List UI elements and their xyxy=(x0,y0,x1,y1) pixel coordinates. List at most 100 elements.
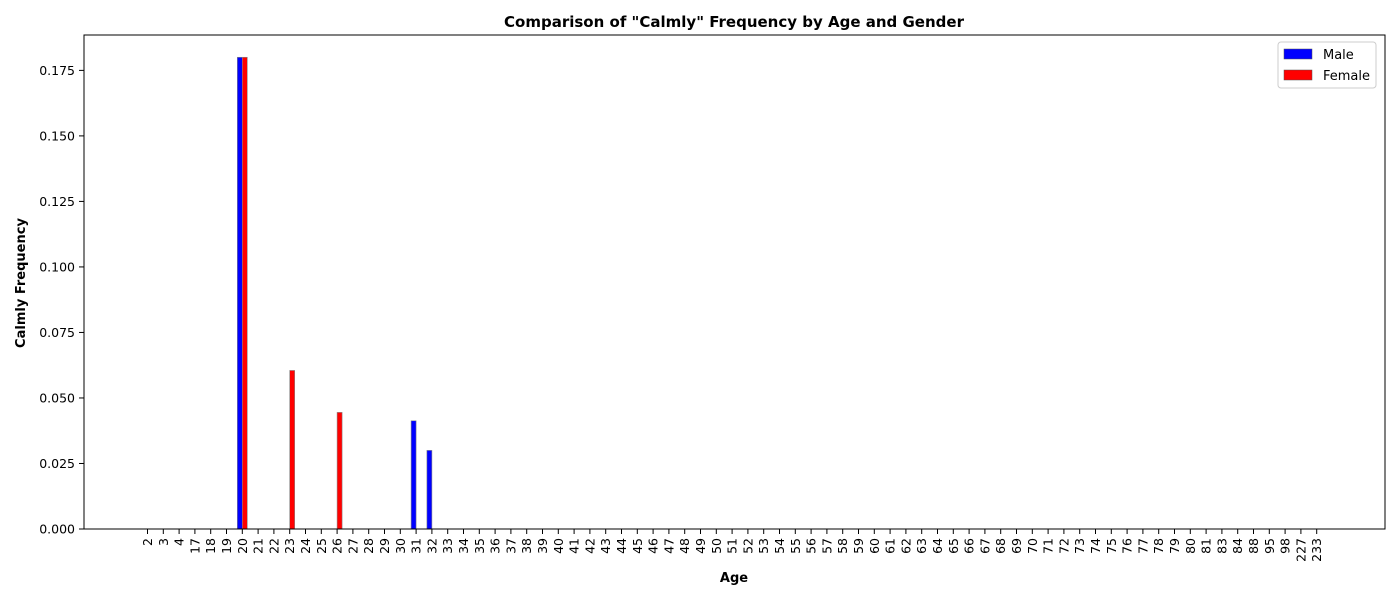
x-axis-label: Age xyxy=(720,571,748,586)
x-tick-label: 84 xyxy=(1230,538,1245,554)
x-tick-label: 95 xyxy=(1262,538,1277,554)
x-tick-label: 21 xyxy=(251,538,266,554)
x-tick-label: 37 xyxy=(503,538,518,554)
x-tick-label: 31 xyxy=(409,538,424,554)
x-tick-label: 43 xyxy=(598,538,613,554)
bar-female-age-23 xyxy=(289,370,296,530)
x-tick-label: 24 xyxy=(298,538,313,554)
y-tick-label: 0.150 xyxy=(39,128,75,143)
x-tick-label: 45 xyxy=(630,538,645,554)
chart-title: Comparison of "Calmly" Frequency by Age … xyxy=(504,13,965,31)
x-tick-label: 19 xyxy=(219,538,234,554)
x-tick-label: 69 xyxy=(1009,538,1024,554)
x-tick-label: 77 xyxy=(1135,538,1150,554)
x-tick-label: 73 xyxy=(1072,538,1087,554)
x-tick-label: 39 xyxy=(535,538,550,554)
x-tick-label: 74 xyxy=(1088,538,1103,554)
bars-group xyxy=(237,56,433,530)
x-tick-label: 67 xyxy=(977,538,992,554)
legend-swatch-female xyxy=(1283,69,1313,81)
x-tick-label: 54 xyxy=(772,538,787,554)
y-tick-label: 0.025 xyxy=(39,456,75,471)
x-tick-label: 52 xyxy=(740,538,755,554)
x-tick-label: 61 xyxy=(883,538,898,554)
x-tick-label: 63 xyxy=(914,538,929,554)
y-tick-label: 0.050 xyxy=(39,390,75,405)
x-tick-label: 62 xyxy=(898,538,913,554)
x-tick-label: 53 xyxy=(756,538,771,554)
y-tick-label: 0.100 xyxy=(39,259,75,274)
y-tick-label: 0.175 xyxy=(39,63,75,78)
x-tick-label: 57 xyxy=(819,538,834,554)
x-tick-label: 35 xyxy=(472,538,487,554)
x-tick-label: 49 xyxy=(693,538,708,554)
x-tick-label: 41 xyxy=(567,538,582,554)
x-tick-label: 34 xyxy=(456,538,471,554)
x-tick-label: 71 xyxy=(1041,538,1056,554)
x-tick-label: 25 xyxy=(314,538,329,554)
x-tick-label: 64 xyxy=(930,538,945,554)
legend-label-female: Female xyxy=(1323,69,1370,84)
x-tick-label: 30 xyxy=(393,538,408,554)
x-tick-label: 2 xyxy=(140,538,155,546)
x-tick-label: 65 xyxy=(946,538,961,554)
x-tick-label: 233 xyxy=(1309,538,1324,562)
x-tick-label: 28 xyxy=(361,538,376,554)
x-tick-label: 227 xyxy=(1293,538,1308,562)
legend-swatch-male xyxy=(1283,48,1313,60)
x-tick-label: 58 xyxy=(835,538,850,554)
x-tick-label: 76 xyxy=(1120,538,1135,554)
x-tick-label: 59 xyxy=(851,538,866,554)
x-tick-label: 26 xyxy=(330,538,345,554)
x-tick-label: 4 xyxy=(172,538,187,546)
x-tick-label: 23 xyxy=(282,538,297,554)
x-tick-label: 70 xyxy=(1025,538,1040,554)
x-tick-label: 60 xyxy=(867,538,882,554)
x-tick-label: 75 xyxy=(1104,538,1119,554)
x-tick-label: 56 xyxy=(804,538,819,554)
legend-label-male: Male xyxy=(1323,48,1354,63)
x-tick-label: 27 xyxy=(345,538,360,554)
x-tick-label: 55 xyxy=(788,538,803,554)
bar-female-age-20 xyxy=(242,56,248,530)
x-tick-label: 40 xyxy=(551,538,566,554)
x-tick-label: 81 xyxy=(1199,538,1214,554)
y-axis: 0.000 0.025 0.050 0.075 0.100 0.125 0.150 0.175 xyxy=(39,63,84,537)
x-tick-label: 51 xyxy=(725,538,740,554)
x-tick-label: 17 xyxy=(187,538,202,554)
x-tick-label: 38 xyxy=(519,538,534,554)
x-tick-label: 66 xyxy=(962,538,977,554)
x-tick-label: 72 xyxy=(1056,538,1071,554)
plot-frame xyxy=(83,34,1386,530)
x-tick-label: 78 xyxy=(1151,538,1166,554)
x-tick-label: 46 xyxy=(646,538,661,554)
y-tick-label: 0.075 xyxy=(39,325,75,340)
x-tick-label: 20 xyxy=(235,538,250,554)
x-tick-label: 80 xyxy=(1183,538,1198,554)
bar-male-age-32 xyxy=(426,450,433,530)
legend: Male Female xyxy=(1277,41,1377,89)
x-tick-label: 50 xyxy=(709,538,724,554)
x-tick-label: 32 xyxy=(424,538,439,554)
x-tick-label: 83 xyxy=(1214,538,1229,554)
x-tick-label: 29 xyxy=(377,538,392,554)
x-tick-label: 22 xyxy=(266,538,281,554)
x-tick-label: 42 xyxy=(582,538,597,554)
x-tick-label: 18 xyxy=(203,538,218,554)
x-tick-label: 79 xyxy=(1167,538,1182,554)
bar-female-age-26 xyxy=(336,412,343,530)
x-tick-label: 98 xyxy=(1278,538,1293,554)
x-axis: 2 3 4 17 18 19 20 21 22 23 24 25 26 27 28 29 30 31 32 33 34 3… xyxy=(140,529,1324,562)
x-tick-label: 36 xyxy=(488,538,503,554)
y-tick-label: 0.125 xyxy=(39,194,75,209)
x-tick-label: 33 xyxy=(440,538,455,554)
y-axis-label: Calmly Frequency xyxy=(14,218,29,348)
x-tick-label: 48 xyxy=(677,538,692,554)
x-tick-label: 44 xyxy=(614,538,629,554)
x-tick-label: 3 xyxy=(156,538,171,546)
x-tick-label: 47 xyxy=(661,538,676,554)
bar-male-age-31 xyxy=(410,420,417,530)
y-tick-label: 0.000 xyxy=(39,522,75,537)
x-tick-label: 68 xyxy=(993,538,1008,554)
